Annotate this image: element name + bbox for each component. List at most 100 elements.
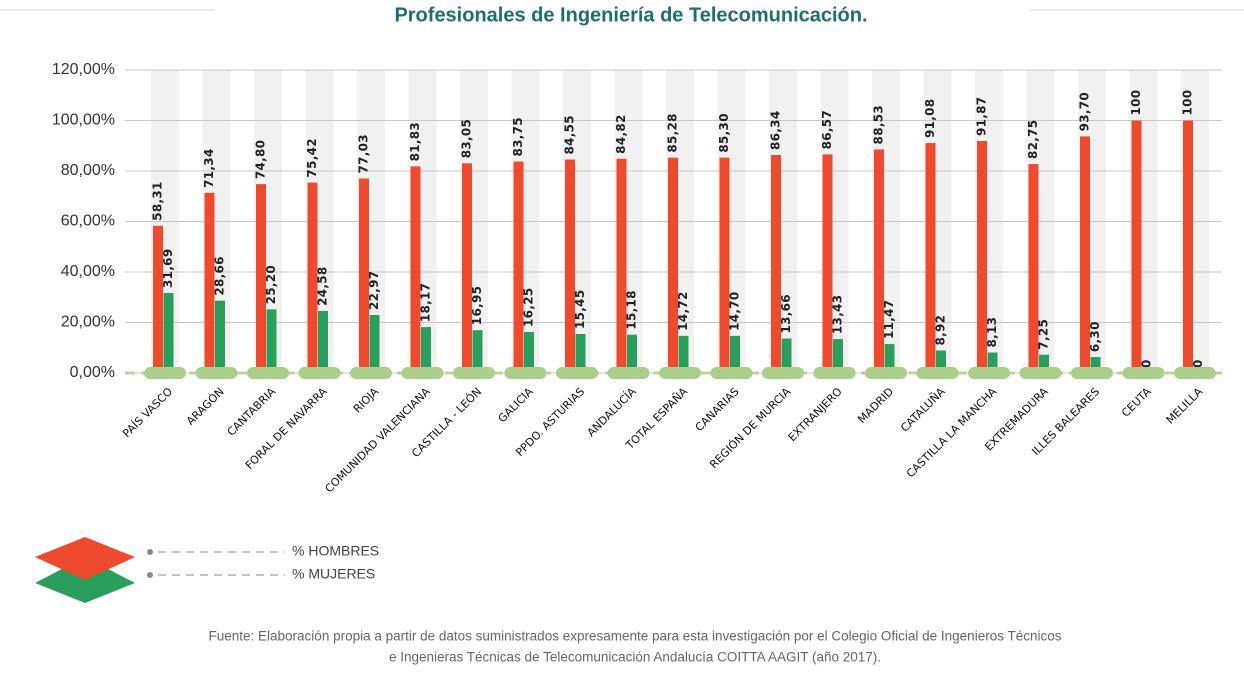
data-label: 24,58 [316,266,330,305]
chart-title: Profesionales de Ingeniería de Telecomun… [394,4,867,26]
bar [369,315,380,373]
data-label: 13,43 [831,295,845,334]
bar [307,182,318,373]
bar [421,327,431,373]
baseline-pill [1019,367,1062,379]
baseline-pill [710,367,753,379]
bar [719,157,730,373]
data-label: 83,75 [511,117,525,156]
baseline-pill [968,367,1010,379]
data-label: 15,45 [573,290,587,329]
bar [730,335,740,373]
bar [1183,120,1193,373]
data-label: 6,30 [1088,321,1102,352]
bar [1090,357,1101,373]
bar [874,149,884,373]
data-label: 58,31 [151,181,165,220]
data-label: 88,53 [872,105,886,144]
data-label: 0 [1191,359,1205,368]
bar [925,143,936,373]
data-label: 85,30 [717,113,731,152]
bar [678,335,689,373]
bar [833,339,843,373]
bar [524,331,534,373]
data-label: 16,25 [522,288,536,327]
bar [936,350,946,373]
bar [472,330,483,373]
data-label: 18,17 [419,283,433,322]
data-label: 100 [1129,90,1143,116]
data-label: 25,20 [264,265,278,304]
data-label: 7,25 [1037,319,1051,350]
baseline-pill [1122,367,1165,379]
baseline-pill [916,367,959,379]
baseline-pill [762,367,804,379]
bar [668,157,678,373]
baseline-pill [813,367,856,379]
source-note: Fuente: Elaboración propia a partir de d… [209,629,1062,644]
data-label: 13,66 [779,294,793,333]
bar [781,338,792,373]
baseline-pill [659,367,701,379]
legend-dot [147,549,153,555]
bar [987,352,998,373]
y-tick-label: 120,00% [52,61,115,78]
baseline-pill [350,367,392,379]
y-tick-label: 0,00% [70,364,115,381]
baseline-pill [195,367,238,379]
bar [266,309,277,373]
data-label: 31,69 [161,249,175,288]
bar [204,192,215,373]
source-note: e Ingenieras Técnicas de Telecomunicació… [389,650,881,665]
baseline-pill [865,367,907,379]
data-label: 100 [1181,90,1195,116]
data-label: 77,03 [357,134,371,173]
legend-swatch [35,537,135,580]
data-label: 86,57 [820,110,834,149]
data-label: 74,80 [254,140,268,179]
data-label: 15,18 [625,290,639,329]
baseline-pill [247,367,289,379]
bar [627,334,637,373]
bar [462,163,472,373]
data-label: 14,72 [676,291,690,330]
data-label: 93,70 [1078,92,1092,131]
data-label: 28,66 [213,256,227,295]
y-tick-label: 20,00% [61,314,115,331]
data-label: 82,75 [1026,120,1040,159]
bar [565,159,575,373]
bar [771,154,781,373]
baseline-pill [1071,367,1113,379]
legend-label: % MUJERES [292,566,375,582]
bar [1080,136,1090,373]
bar [215,300,225,373]
bar [163,292,174,373]
bar [513,161,524,373]
data-label: 86,34 [769,111,783,150]
y-tick-label: 100,00% [52,112,115,129]
data-label: 84,55 [563,115,577,154]
legend-label: % HOMBRES [292,543,379,559]
data-label: 81,83 [408,122,422,161]
y-tick-label: 40,00% [61,263,115,280]
baseline-pill [504,367,547,379]
data-label: 8,92 [934,315,948,346]
bar [359,178,369,373]
bar [410,166,421,373]
data-label: 84,82 [614,114,628,153]
bar [153,225,163,373]
baseline-pill [556,367,598,379]
bar [256,184,266,373]
bar [575,333,586,373]
data-label: 83,05 [460,119,474,158]
data-label: 16,95 [470,286,484,325]
bar [822,154,833,373]
data-label: 71,34 [202,148,216,187]
bar [884,344,895,373]
data-label: 91,08 [923,99,937,138]
data-label: 0 [1140,359,1154,368]
bar [1131,120,1142,373]
data-label: 85,28 [666,113,680,152]
baseline-pill [607,367,650,379]
